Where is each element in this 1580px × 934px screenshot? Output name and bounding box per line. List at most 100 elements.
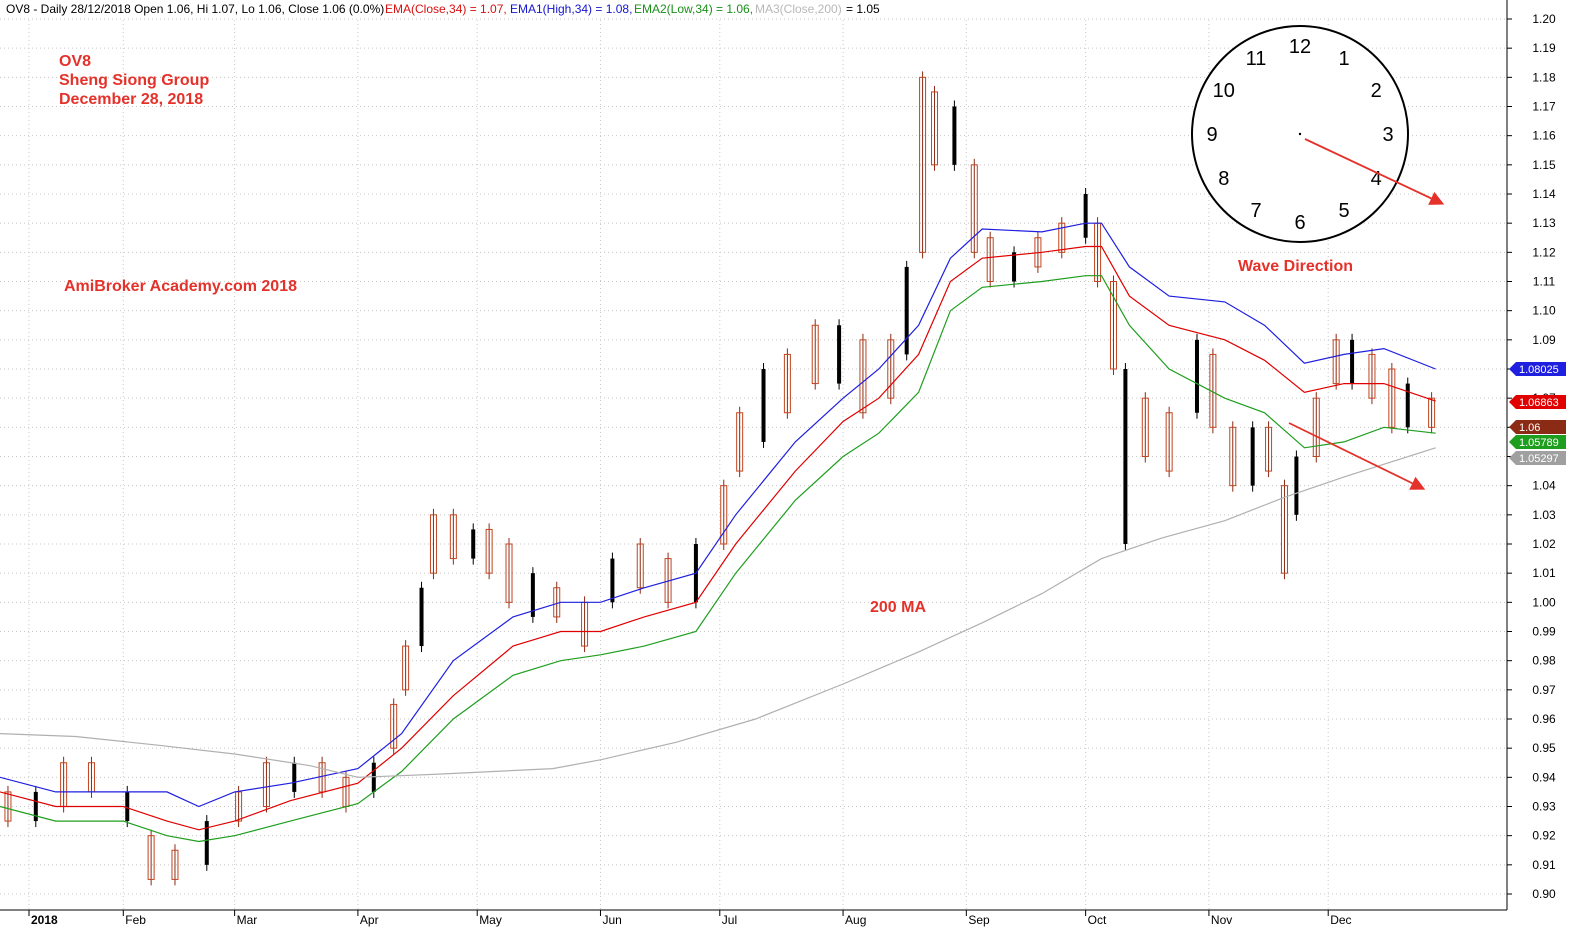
price-bar: [1405, 383, 1410, 428]
clock-number: 3: [1382, 124, 1393, 146]
clock-number: 1: [1338, 48, 1349, 70]
value-badge-bg: [1509, 451, 1566, 465]
price-bar: [402, 645, 410, 691]
price-bar: [1368, 353, 1376, 399]
price-bar: [1265, 426, 1273, 472]
x-tick-label: Aug: [845, 913, 866, 927]
x-tick-label: Jun: [602, 913, 621, 927]
y-tick-label: 1.09: [1532, 333, 1556, 347]
y-tick-label: 1.15: [1532, 158, 1556, 172]
clock-number: 11: [1246, 48, 1267, 70]
price-bar: [610, 558, 615, 603]
price-bar: [986, 237, 994, 282]
value-badge-label: 1.05789: [1519, 437, 1559, 449]
price-bar: [429, 514, 437, 574]
y-tick-label: 0.92: [1532, 829, 1556, 843]
price-bar: [390, 703, 398, 749]
price-bar: [859, 339, 867, 414]
price-bar: [636, 543, 644, 589]
value-badge: 1.06: [1509, 420, 1566, 434]
price-bar: [4, 791, 12, 822]
price-bar: [931, 91, 939, 166]
price-bar: [1109, 281, 1117, 370]
value-badge: 1.08025: [1509, 362, 1566, 376]
y-tick-label: 1.20: [1532, 12, 1556, 26]
price-bar: [761, 369, 766, 442]
y-tick-label: 0.94: [1532, 770, 1556, 784]
value-badge-label: 1.06863: [1519, 397, 1559, 409]
note-ticker: OV8: [59, 53, 91, 70]
price-bar: [471, 529, 476, 559]
y-tick-label: 1.17: [1532, 100, 1556, 114]
value-badge-bg: [1509, 435, 1566, 449]
price-bar: [811, 324, 819, 385]
price-bar: [837, 325, 842, 384]
y-tick-label: 1.13: [1532, 216, 1556, 230]
price-bar: [125, 791, 130, 822]
clock-number: 4: [1371, 168, 1382, 190]
price-bar: [530, 573, 535, 617]
clock-number: 5: [1338, 200, 1349, 222]
price-bar: [204, 821, 209, 865]
price-bar: [970, 164, 978, 253]
price-bar: [1312, 397, 1320, 457]
clock-center-dot: [1298, 132, 1302, 136]
value-badge-label: 1.08025: [1519, 364, 1559, 376]
y-tick-label: 0.98: [1532, 654, 1556, 668]
price-bar: [720, 485, 728, 545]
y-tick-label: 0.97: [1532, 683, 1556, 697]
value-badge-label: 1.05297: [1519, 453, 1559, 465]
price-bar: [1194, 339, 1199, 413]
price-bar: [1141, 397, 1149, 457]
grid: [0, 18, 1507, 910]
note-date: December 28, 2018: [59, 91, 203, 108]
y-tick-label: 1.19: [1532, 41, 1556, 55]
price-bar: [147, 835, 155, 880]
price-bar: [1012, 252, 1017, 282]
value-badge: 1.06863: [1509, 395, 1566, 409]
y-tick-label: 1.04: [1532, 479, 1556, 493]
note-200ma: 200 MA: [870, 599, 926, 616]
value-badge: 1.05297: [1509, 451, 1566, 465]
y-tick-label: 0.91: [1532, 858, 1556, 872]
moving-averages: [0, 222, 1436, 843]
wave-direction-arrow-chart: [1288, 422, 1426, 490]
y-tick-label: 1.01: [1532, 566, 1556, 580]
price-bar: [1083, 194, 1088, 238]
price-bar: [736, 412, 744, 472]
price-bar: [292, 762, 297, 792]
x-tick-label: Nov: [1211, 913, 1232, 927]
price-bar: [371, 762, 376, 792]
note-watermark: AmiBroker Academy.com 2018: [64, 278, 297, 295]
value-badge: 1.05789: [1509, 435, 1566, 449]
y-tick-label: 1.10: [1532, 304, 1556, 318]
header-symbol-info: OV8 - Daily 28/12/2018 Open 1.06, Hi 1.0…: [6, 2, 384, 16]
series-line: [0, 222, 1436, 808]
price-bar: [952, 106, 957, 165]
y-tick-label: 0.96: [1532, 712, 1556, 726]
y-tick-label: 1.11: [1533, 275, 1556, 289]
price-bar: [1229, 426, 1237, 487]
series-line: [0, 245, 1436, 831]
y-tick-label: 1.02: [1532, 537, 1556, 551]
price-bar: [171, 849, 179, 880]
x-tick-label: May: [479, 913, 502, 927]
header-ema1-high: EMA1(High,34) = 1.08,: [510, 2, 632, 16]
x-tick-label: Apr: [360, 913, 379, 927]
x-tick-label: Feb: [125, 913, 146, 927]
wave-direction-arrow-clock: [1304, 138, 1445, 205]
price-bar: [1165, 412, 1173, 472]
clock-number: 7: [1250, 200, 1261, 222]
header-ema-close: EMA(Close,34) = 1.07,: [385, 2, 507, 16]
price-bar: [919, 76, 927, 253]
header-ma3-close: MA3(Close,200): [755, 2, 842, 16]
value-badge-bg: [1509, 362, 1566, 376]
price-bar: [1332, 339, 1340, 385]
value-badge-bg: [1509, 395, 1566, 409]
y-tick-label: 1.14: [1532, 187, 1556, 201]
price-bar: [1350, 339, 1355, 384]
y-tick-label: 0.95: [1532, 741, 1556, 755]
price-bars: [4, 71, 1436, 886]
price-bar: [485, 528, 493, 574]
clock-number: 2: [1371, 80, 1382, 102]
